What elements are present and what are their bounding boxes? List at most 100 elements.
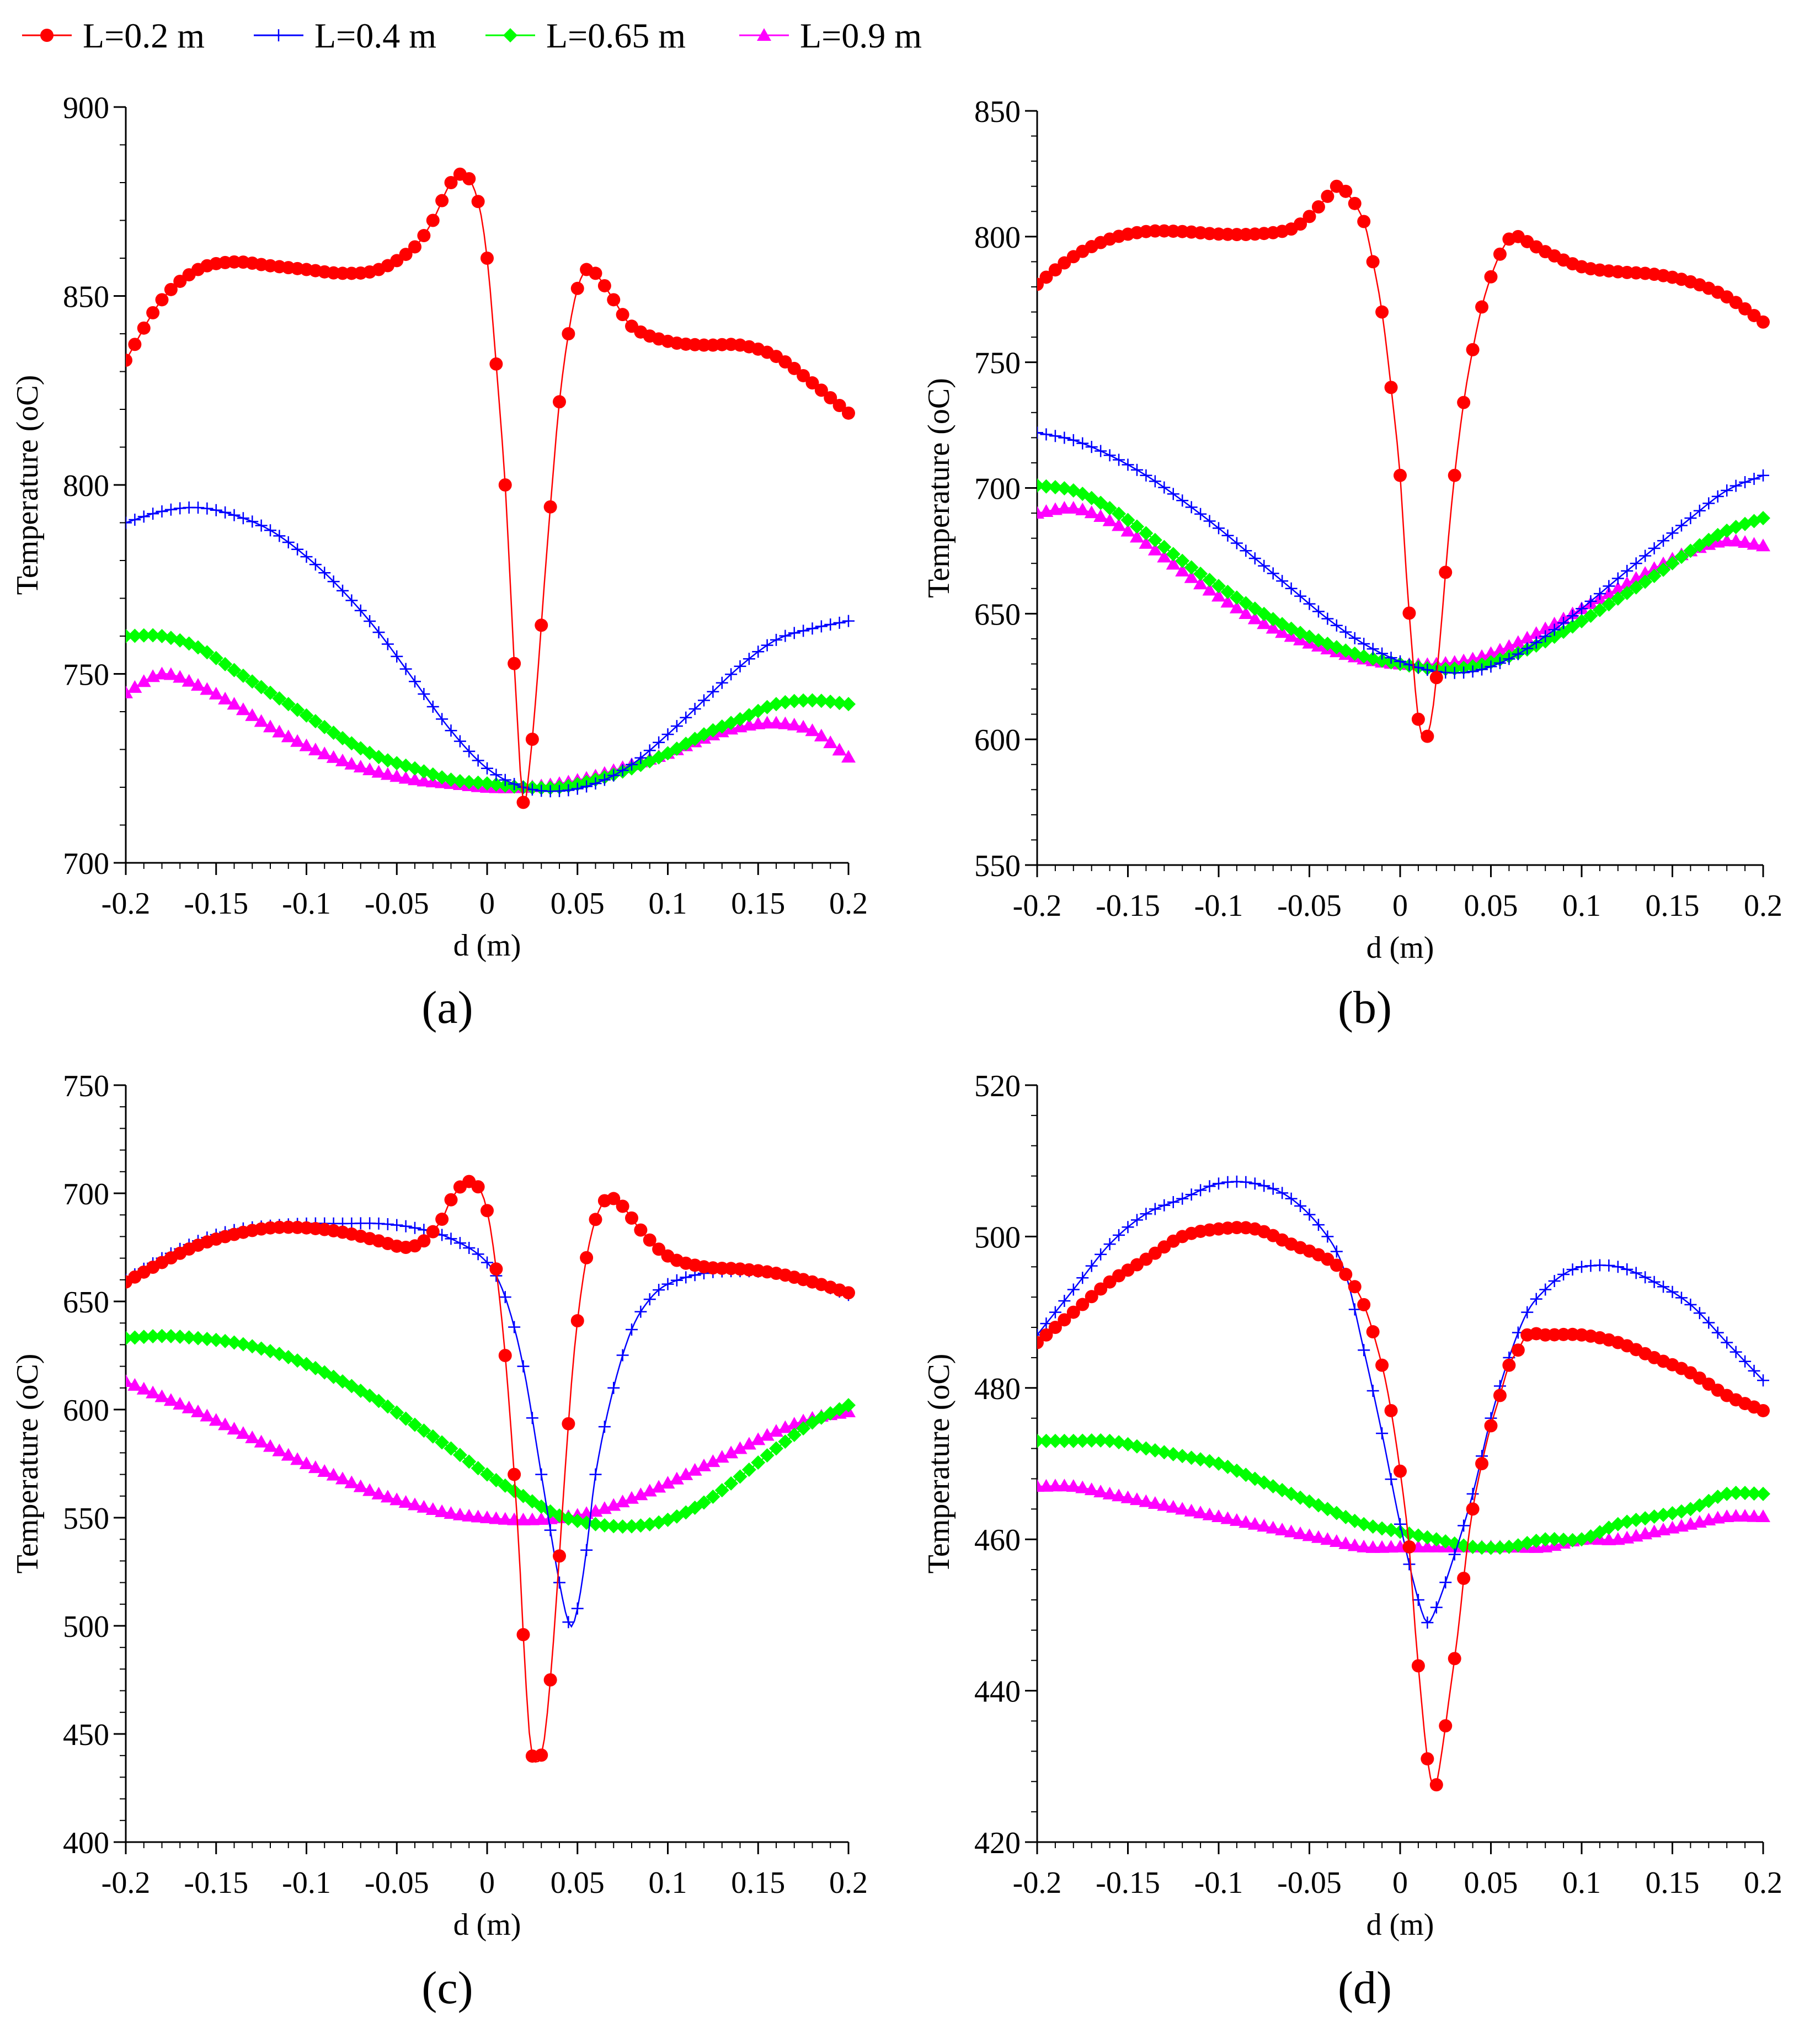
data-point xyxy=(1576,602,1588,615)
data-point xyxy=(1429,671,1443,685)
data-point xyxy=(626,1323,638,1336)
data-point xyxy=(661,1278,674,1290)
data-point xyxy=(364,615,376,628)
data-point xyxy=(543,500,557,514)
panel-label: (a) xyxy=(421,982,473,1033)
data-point xyxy=(127,1330,142,1345)
data-point xyxy=(445,1232,457,1245)
data-point xyxy=(137,510,150,523)
data-point xyxy=(1502,1539,1517,1554)
data-point xyxy=(634,751,647,764)
data-point xyxy=(398,1495,413,1508)
data-point xyxy=(1702,1316,1715,1329)
data-point xyxy=(227,697,242,710)
data-point xyxy=(200,1408,215,1422)
data-point xyxy=(1102,1486,1117,1499)
data-point xyxy=(127,628,142,643)
data-point xyxy=(1194,508,1207,520)
data-point xyxy=(1347,1538,1362,1551)
data-point xyxy=(1702,497,1715,510)
data-point xyxy=(1439,1576,1452,1589)
data-point xyxy=(643,1293,656,1306)
data-point xyxy=(1066,500,1081,514)
data-point xyxy=(652,1242,666,1256)
data-point xyxy=(209,1413,223,1426)
data-point xyxy=(824,618,837,631)
data-point xyxy=(344,756,359,770)
data-point xyxy=(1321,189,1334,203)
data-point xyxy=(1303,597,1316,610)
data-point xyxy=(1175,563,1190,577)
data-point xyxy=(136,628,151,643)
data-point xyxy=(1113,453,1125,466)
data-point xyxy=(1275,625,1290,638)
data-point xyxy=(445,724,457,737)
data-point xyxy=(1066,1305,1080,1319)
data-point xyxy=(308,743,323,756)
data-point xyxy=(391,1219,403,1231)
data-point xyxy=(1149,1203,1161,1215)
data-point xyxy=(553,395,566,409)
data-point xyxy=(425,1429,440,1444)
data-point xyxy=(1122,1221,1134,1234)
data-point xyxy=(1085,1260,1098,1272)
data-point xyxy=(426,214,440,227)
data-point xyxy=(408,1417,422,1432)
data-point xyxy=(1548,1275,1561,1287)
series xyxy=(1037,1175,1769,1629)
data-point xyxy=(1247,601,1262,616)
data-point xyxy=(1684,1298,1697,1311)
data-point xyxy=(1385,652,1397,664)
data-point xyxy=(318,567,331,579)
data-point xyxy=(1203,1180,1216,1193)
x-axis-title: d (m) xyxy=(1366,1908,1434,1942)
data-point xyxy=(1266,621,1280,634)
data-point xyxy=(236,1426,250,1439)
data-point xyxy=(1411,712,1425,726)
data-point xyxy=(452,1448,467,1463)
data-point xyxy=(435,1213,449,1226)
data-point xyxy=(1539,1283,1552,1296)
legend-marker xyxy=(40,29,54,42)
data-point xyxy=(1366,1384,1379,1397)
data-point xyxy=(842,406,855,420)
data-point xyxy=(1358,638,1370,650)
data-point xyxy=(1675,519,1688,532)
data-point xyxy=(1140,1208,1152,1220)
data-point xyxy=(1466,343,1480,356)
data-point xyxy=(1194,1184,1207,1197)
data-point xyxy=(1176,1192,1189,1205)
data-point xyxy=(1039,479,1054,494)
data-point xyxy=(806,622,819,635)
data-point xyxy=(1647,1509,1662,1524)
data-point xyxy=(1139,526,1154,541)
data-point xyxy=(1330,619,1343,632)
data-point xyxy=(1748,1364,1760,1377)
data-point xyxy=(796,719,811,733)
data-point xyxy=(1129,530,1144,543)
data-point xyxy=(398,771,413,784)
x-tick-label: -0.05 xyxy=(365,1866,429,1900)
data-point xyxy=(1185,501,1198,514)
data-point xyxy=(1076,1298,1090,1311)
data-point xyxy=(1348,1303,1361,1316)
data-point xyxy=(1665,1506,1680,1521)
data-point xyxy=(480,776,494,791)
data-point xyxy=(1483,1540,1498,1555)
data-point xyxy=(1584,595,1597,607)
data-point xyxy=(308,1460,323,1474)
data-point xyxy=(327,575,340,588)
data-point xyxy=(1140,469,1152,482)
data-point xyxy=(1458,1519,1470,1532)
data-point xyxy=(1058,1313,1071,1327)
data-point xyxy=(1420,1539,1435,1552)
data-point xyxy=(842,615,855,627)
data-point xyxy=(1366,1325,1380,1339)
data-point xyxy=(778,1420,793,1433)
data-point xyxy=(389,1492,404,1506)
data-point xyxy=(1738,302,1752,316)
data-point xyxy=(1076,437,1089,450)
data-point xyxy=(263,685,277,700)
data-point xyxy=(1084,1433,1099,1448)
x-axis-title: d (m) xyxy=(453,928,521,963)
